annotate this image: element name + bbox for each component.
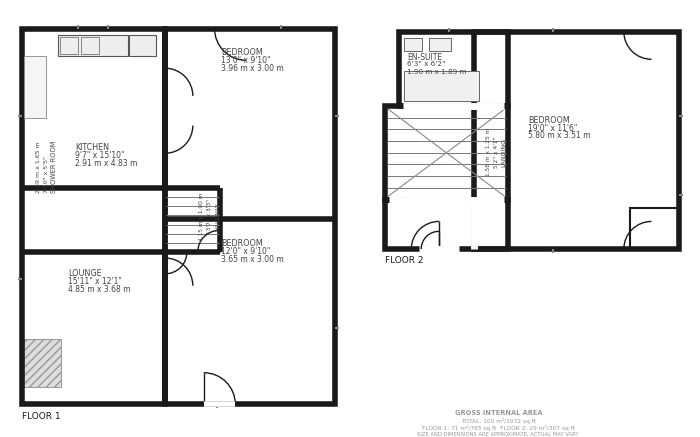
Text: FLOOR 1: FLOOR 1 (22, 412, 60, 421)
Text: 2.91 m x 4.83 m: 2.91 m x 4.83 m (75, 159, 138, 168)
Bar (474, 31, 679, 249)
Bar (129, 35, 156, 56)
Text: 7'10" x 5'5": 7'10" x 5'5" (44, 156, 49, 193)
Bar (384, 200, 508, 249)
Text: 5.80 m x 3.51 m: 5.80 m x 3.51 m (528, 132, 590, 140)
Text: GROSS INTERNAL AREA: GROSS INTERNAL AREA (454, 410, 542, 416)
Text: 9'7" x 15'10": 9'7" x 15'10" (75, 151, 125, 160)
Text: LOUNGE: LOUNGE (69, 269, 102, 278)
Text: 4.85 m x 3.68 m: 4.85 m x 3.68 m (69, 284, 131, 294)
Text: BEDROOM: BEDROOM (528, 116, 570, 125)
Bar (60, 37, 78, 54)
Bar (58, 35, 127, 56)
Text: 3.65 m x 3.00 m: 3.65 m x 3.00 m (221, 255, 284, 264)
Text: 5'2" x 4'1": 5'2" x 4'1" (494, 136, 499, 168)
Bar (22, 29, 165, 404)
Text: 6'3" x 6'2": 6'3" x 6'2" (407, 61, 446, 67)
Text: BEDROOM: BEDROOM (221, 239, 263, 248)
Bar (630, 208, 679, 249)
Text: TOTAL: 100 m²/1072 sq ft: TOTAL: 100 m²/1072 sq ft (461, 418, 536, 424)
Text: 3.96 m x 3.00 m: 3.96 m x 3.00 m (221, 64, 284, 73)
Bar (429, 38, 451, 52)
Text: 1.58 m x 1.25 m: 1.58 m x 1.25 m (486, 128, 491, 177)
Text: FLOOR 2: FLOOR 2 (384, 256, 423, 265)
Text: LANDING: LANDING (502, 138, 507, 167)
Bar (81, 37, 99, 54)
Text: HALLWAY: HALLWAY (215, 202, 220, 231)
Text: 4.15 m x 1.00 m: 4.15 m x 1.00 m (199, 192, 204, 241)
Text: 1.90 m x 1.89 m: 1.90 m x 1.89 m (407, 69, 467, 75)
Bar (24, 56, 46, 118)
Text: KITCHEN: KITCHEN (75, 143, 109, 153)
Bar (400, 31, 508, 106)
Text: FLOOR 1: 71 m²/765 sq ft  FLOOR 2: 29 m²/307 sq ft: FLOOR 1: 71 m²/765 sq ft FLOOR 2: 29 m²/… (422, 425, 575, 431)
Bar (24, 339, 62, 386)
Text: 2.39 m x 1.65 m: 2.39 m x 1.65 m (36, 141, 41, 193)
Text: EN-SUITE: EN-SUITE (407, 53, 442, 62)
Text: 19'0" x 11'6": 19'0" x 11'6" (528, 124, 577, 132)
Text: 13'0" x 9'10": 13'0" x 9'10" (221, 56, 271, 66)
Bar (384, 106, 508, 200)
Bar (165, 29, 335, 404)
Text: SIZE AND DIMENSIONS ARE APPROXIMATE, ACTUAL MAY VARY: SIZE AND DIMENSIONS ARE APPROXIMATE, ACT… (417, 432, 579, 437)
Text: 13'7" x 3'3": 13'7" x 3'3" (207, 199, 212, 234)
Text: 12'0" x 9'10": 12'0" x 9'10" (221, 247, 271, 256)
Bar (405, 71, 479, 101)
Text: 15'11" x 12'1": 15'11" x 12'1" (69, 277, 122, 286)
Text: SHOWER ROOM: SHOWER ROOM (51, 140, 57, 193)
Text: BEDROOM: BEDROOM (221, 49, 263, 57)
Bar (405, 38, 422, 52)
